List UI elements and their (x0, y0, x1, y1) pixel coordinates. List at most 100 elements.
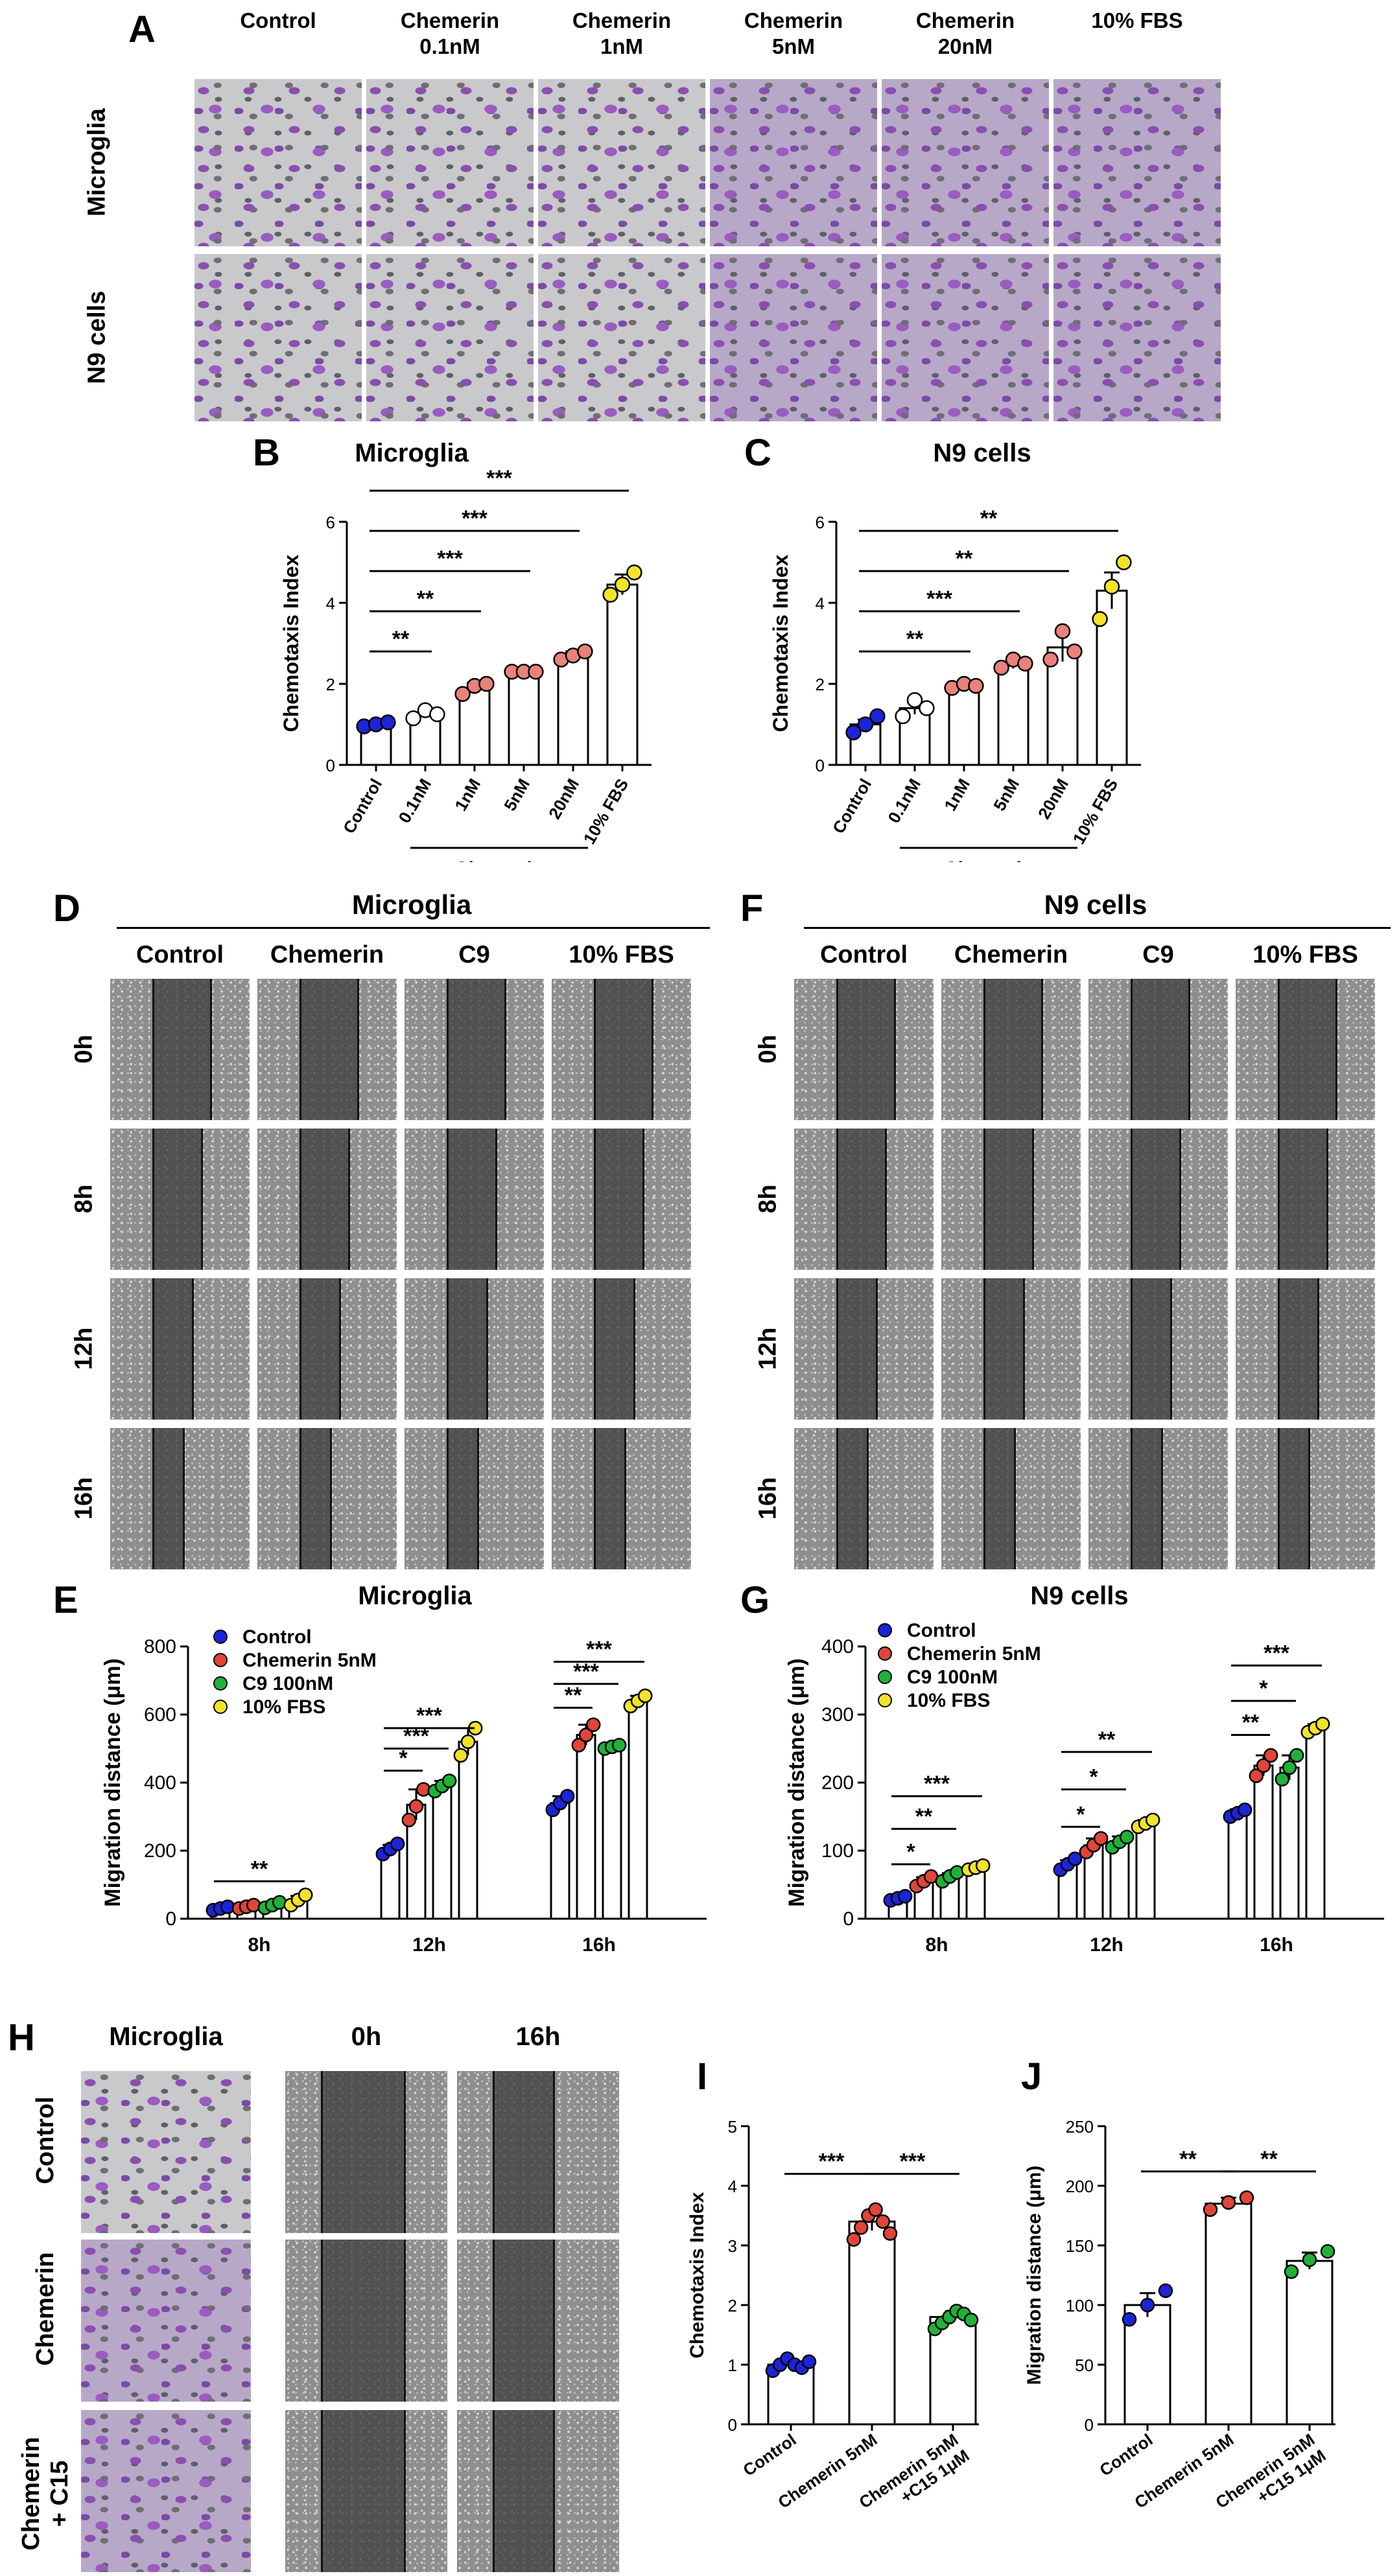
chart-c-significance-label: ** (980, 506, 998, 531)
chart-c-group-label: Chemerin (944, 858, 1033, 862)
panel-h-image-chemerin-16h (457, 2240, 619, 2402)
chart-b-data-point (614, 576, 631, 593)
chart-e-legend-marker (213, 1653, 228, 1667)
panel-d-scratch-image-0h-10-fbs (552, 979, 691, 1120)
chart-g-significance-label: * (1089, 1765, 1098, 1790)
chart-c-data-point (1054, 623, 1071, 639)
chart-e-data-point (585, 1717, 601, 1732)
panel-d-scratch-image-8h-10-fbs (552, 1129, 691, 1270)
chart-b-y-label: Chemotaxis Index (279, 554, 303, 732)
chart-e-x-tick-label: 16h (582, 1934, 616, 1956)
panel-f-title: N9 cells (1044, 889, 1147, 920)
panel-label-d: D (53, 887, 80, 930)
chart-c-data-point (968, 677, 984, 694)
chart-j-data-point (1158, 2283, 1173, 2299)
panel-a-column-chemerin-5nm: Chemerin 5nM (744, 8, 843, 58)
panel-f-scratch-wound-0h-c9 (1130, 979, 1190, 1120)
chart-i-y-tick-label: 3 (728, 2236, 737, 2256)
chart-c-x-tick-label: Control (829, 775, 875, 837)
panel-a-micrograph-n9-cells-control (194, 254, 362, 421)
chart-g-legend-entry: Chemerin 5nM (907, 1643, 1041, 1665)
chart-g-significance-label: *** (924, 1772, 950, 1796)
panel-d-row-0h: 0h (70, 1035, 98, 1064)
panel-d-scratch-image-16h-10-fbs (552, 1428, 691, 1569)
chart-j-y-tick-label: 100 (1066, 2296, 1094, 2315)
chart-e-significance-label: * (399, 1746, 408, 1771)
chart-g-significance-label: ** (915, 1804, 933, 1829)
chart-g-bar-chemerin-5nm-16h (1253, 1764, 1274, 1920)
chart-g-bar-control-16h (1227, 1812, 1248, 1920)
panel-a-row-microglia: Microglia (83, 108, 111, 217)
panel-f-scratch-image-16h-10-fbs (1236, 1428, 1375, 1569)
chart-e-y-label: Migration distance (μm) (100, 1658, 125, 1907)
chart-c-data-point (1042, 651, 1059, 668)
panel-f-scratch-image-0h-10-fbs (1236, 979, 1375, 1120)
panel-f-scratch-wound-8h-10-fbs (1277, 1129, 1328, 1270)
chart-c-data-point (895, 708, 911, 725)
chart-g-significance-label: ** (1098, 1727, 1116, 1752)
chart-g-bar-c9-100nm-12h (1109, 1840, 1130, 1920)
panel-f-column-10-fbs: 10% FBS (1252, 941, 1358, 968)
chart-g-legend-marker (878, 1623, 892, 1637)
chart-e-y-tick-label: 400 (144, 1772, 176, 1794)
chart-e-data-point (401, 1812, 417, 1827)
chart-b-significance-label: ** (392, 627, 410, 651)
chart-j-significance-label: ** (1260, 2147, 1278, 2172)
chart-e-legend-marker (213, 1676, 228, 1691)
chart-e-legend-entry: C9 100nM (242, 1673, 333, 1694)
chart-c-significance-label: ** (956, 546, 973, 571)
panel-f-column-chemerin: Chemerin (954, 941, 1068, 968)
panel-a-micrograph-microglia-chemerin-1nm (538, 79, 705, 246)
panel-f-scratch-image-12h-c9 (1088, 1278, 1228, 1420)
chart-e-data-point (460, 1734, 476, 1750)
chart-j-data-point (1122, 2312, 1137, 2327)
chart-g-data-point (1256, 1758, 1271, 1773)
panel-d-row-8h: 8h (70, 1184, 98, 1213)
chart-g-significance-label: * (1259, 1676, 1268, 1701)
chart-g-legend-entry: 10% FBS (907, 1690, 990, 1711)
chart-g-legend-marker (878, 1670, 892, 1684)
panel-f-scratch-image-8h-c9 (1088, 1129, 1228, 1270)
panel-d-scratch-image-16h-control (110, 1428, 250, 1569)
chart-b-title: Microglia (355, 439, 469, 467)
chart-c-data-point (1066, 643, 1083, 660)
chart-i-y-tick-label: 5 (728, 2117, 737, 2137)
chart-c-data-point (919, 700, 935, 716)
panel-a-micrograph-n9-cells-chemerin-5nm (710, 254, 877, 421)
chart-g-significance-label: ** (1242, 1711, 1260, 1735)
chart-e-x-tick-label: 12h (412, 1934, 446, 1956)
panel-d-row-12h: 12h (70, 1327, 98, 1370)
panel-d-scratch-wound-12h-chemerin (299, 1278, 341, 1420)
chart-e-bar-10-fbs-16h (628, 1700, 648, 1920)
chart-e-data-point (571, 1738, 587, 1753)
chart-j-y-label: Migration distance (μm) (1024, 2166, 1045, 2385)
chart-g-y-tick-label: 0 (843, 1908, 854, 1930)
chart-j-data-point (1140, 2297, 1155, 2313)
panel-f-scratch-wound-12h-control (836, 1278, 878, 1420)
chart-c-x-tick-label: 20nM (1034, 775, 1072, 823)
chart-b-data-point (454, 686, 471, 702)
chart-g-x-tick-label: 16h (1260, 1934, 1293, 1956)
chart-g-data-point (1282, 1760, 1297, 1775)
chart-i-data-point (801, 2354, 817, 2369)
chart-e-data-point (559, 1788, 575, 1804)
chart-b-data-point (405, 710, 421, 727)
chart-j-data-point (1239, 2190, 1254, 2205)
chart-b-significance-label: *** (486, 466, 512, 491)
chart-e-legend-entry: 10% FBS (242, 1696, 325, 1718)
chart-c-data-point (1092, 611, 1108, 627)
chart-j-bar-chemerin-5nm (1205, 2203, 1252, 2426)
chart-g-legend-marker (878, 1693, 892, 1707)
panel-h-wound-chemerin-c15-16h (493, 2410, 555, 2572)
panel-d-scratch-wound-12h-control (152, 1278, 194, 1420)
chart-g-y-label: Migration distance (μm) (784, 1658, 809, 1907)
chart-j-x-tick-label: Control (1096, 2430, 1157, 2480)
panel-a-micrograph-microglia-chemerin-5nm (710, 79, 877, 246)
panel-h-image-chemerin-c15-0h (285, 2410, 447, 2572)
chart-g-title: N9 cells (1030, 1582, 1128, 1610)
chart-g-data-point (1119, 1829, 1134, 1845)
chart-g-significance-label: *** (1264, 1641, 1289, 1665)
chart-g-data-point (1275, 1772, 1290, 1786)
panel-a-column-chemerin-0-1nm: Chemerin 0.1nM (400, 8, 500, 58)
chart-j-significance-label: ** (1179, 2147, 1197, 2172)
